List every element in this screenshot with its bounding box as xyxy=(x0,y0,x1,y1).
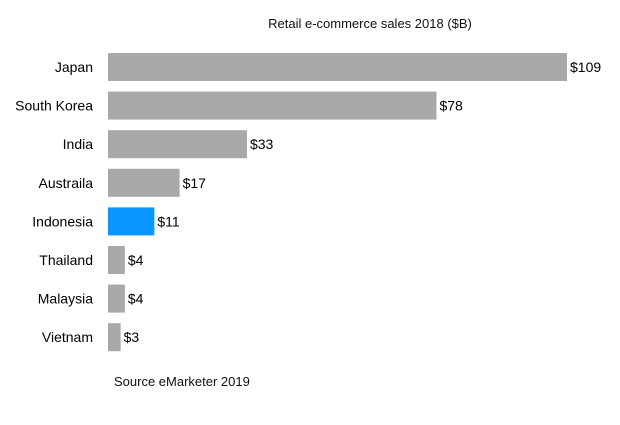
category-label: India xyxy=(63,136,94,152)
bar-austraila xyxy=(108,168,180,197)
category-label: South Korea xyxy=(15,98,93,114)
data-label: $33 xyxy=(250,136,274,152)
bar-malaysia xyxy=(108,284,125,313)
category-label: Malaysia xyxy=(38,291,93,307)
data-label: $17 xyxy=(183,175,207,191)
category-label: Austraila xyxy=(39,175,94,191)
category-label: Thailand xyxy=(39,252,93,268)
bar-japan xyxy=(108,53,567,81)
data-label: $4 xyxy=(128,252,144,268)
bar-vietnam xyxy=(108,323,121,352)
data-label: $78 xyxy=(439,98,463,114)
source-note: Source eMarketer 2019 xyxy=(114,374,250,389)
data-label: $3 xyxy=(124,329,140,345)
category-label: Japan xyxy=(55,59,93,75)
data-label: $11 xyxy=(157,213,180,229)
category-label: Vietnam xyxy=(42,329,93,345)
data-label: $4 xyxy=(128,291,144,307)
bar-india xyxy=(108,130,247,159)
bar-south-korea xyxy=(108,91,437,120)
bar-indonesia xyxy=(108,207,155,236)
bar-thailand xyxy=(108,246,125,274)
category-label: Indonesia xyxy=(32,213,93,229)
chart-title: Retail e-commerce sales 2018 ($B) xyxy=(268,16,472,31)
data-label: $109 xyxy=(570,59,601,75)
